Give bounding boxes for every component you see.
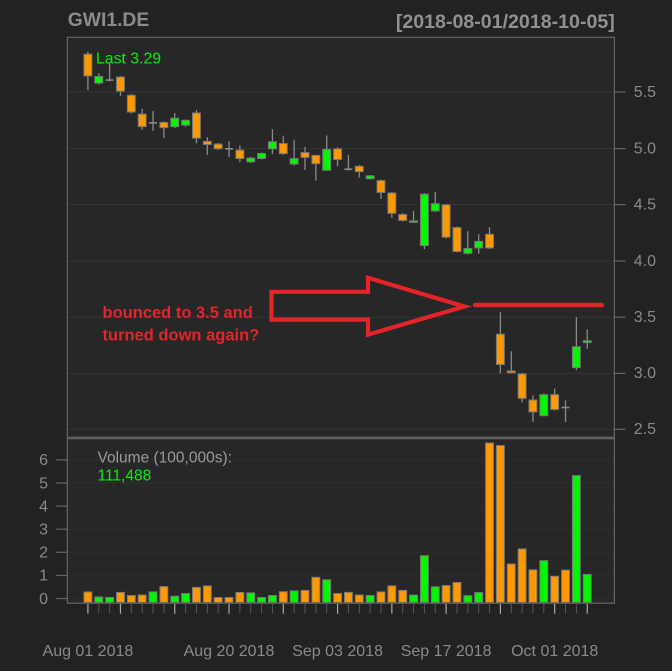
svg-text:5: 5	[39, 475, 48, 492]
svg-text:Aug 20 2018: Aug 20 2018	[184, 643, 275, 660]
svg-text:3.0: 3.0	[634, 365, 656, 382]
svg-text:Sep 17 2018: Sep 17 2018	[401, 643, 492, 660]
svg-text:3: 3	[39, 522, 48, 539]
svg-text:111,488: 111,488	[98, 468, 152, 485]
svg-text:4.0: 4.0	[634, 253, 656, 270]
svg-text:1: 1	[39, 568, 48, 585]
svg-text:Sep 03 2018: Sep 03 2018	[292, 643, 383, 660]
svg-text:Volume (100,000s):: Volume (100,000s):	[98, 449, 232, 466]
svg-text:3.5: 3.5	[634, 309, 656, 326]
svg-text:Last 3.29: Last 3.29	[96, 50, 161, 67]
svg-text:6: 6	[39, 452, 48, 469]
svg-text:GWI1.DE: GWI1.DE	[68, 10, 150, 31]
svg-text:0: 0	[39, 591, 48, 608]
svg-text:5.0: 5.0	[634, 140, 656, 157]
svg-text:2.5: 2.5	[634, 421, 656, 438]
svg-text:Aug 01 2018: Aug 01 2018	[43, 643, 134, 660]
svg-text:4: 4	[39, 498, 48, 515]
svg-text:turned down again?: turned down again?	[103, 327, 260, 345]
svg-text:[2018-08-01/2018-10-05]: [2018-08-01/2018-10-05]	[396, 11, 615, 33]
svg-text:Oct 01 2018: Oct 01 2018	[511, 643, 598, 660]
svg-text:4.5: 4.5	[634, 196, 656, 213]
svg-text:2: 2	[39, 545, 48, 562]
svg-text:5.5: 5.5	[634, 84, 656, 101]
svg-text:bounced to 3.5 and: bounced to 3.5 and	[103, 304, 253, 322]
